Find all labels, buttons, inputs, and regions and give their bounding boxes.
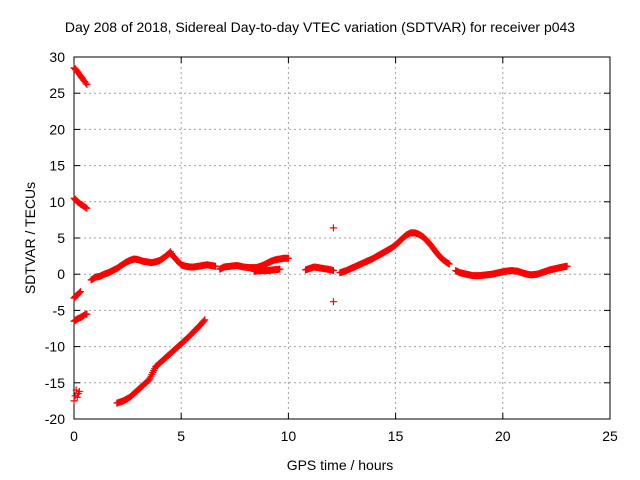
data-point xyxy=(75,289,83,297)
data-point xyxy=(445,260,453,268)
data-point xyxy=(82,79,90,87)
y-tick-label: -20 xyxy=(45,411,65,427)
data-point xyxy=(70,397,78,405)
y-tick-label: 5 xyxy=(57,230,65,246)
data-point xyxy=(76,288,84,296)
data-point xyxy=(276,265,284,273)
data-point xyxy=(72,386,80,394)
data-point xyxy=(83,204,91,212)
y-tick-label: -10 xyxy=(45,339,65,355)
data-point xyxy=(329,267,337,275)
y-tick-label: 20 xyxy=(49,121,65,137)
data-point xyxy=(73,393,81,401)
x-tick-label: 25 xyxy=(602,428,618,444)
data-point xyxy=(82,204,90,212)
data-points xyxy=(70,64,571,407)
x-tick-label: 5 xyxy=(177,428,185,444)
y-axis-label: SDTVAR / TECUs xyxy=(22,181,38,295)
x-axis-label: GPS time / hours xyxy=(286,457,394,473)
data-point xyxy=(329,224,337,232)
data-point xyxy=(212,262,220,270)
x-tick-label: 10 xyxy=(281,428,297,444)
data-point xyxy=(329,298,337,306)
data-point xyxy=(83,310,91,318)
data-point xyxy=(75,387,83,395)
y-tick-label: 0 xyxy=(57,266,65,282)
y-tick-label: 15 xyxy=(49,158,65,174)
axis-ticks: 0 5 10 15 20 25 -20 -15 -10 -5 0 5 10 15 20 25 30 xyxy=(45,49,618,444)
y-tick-label: -5 xyxy=(53,302,66,318)
x-tick-label: 20 xyxy=(495,428,511,444)
chart-title: Day 208 of 2018, Sidereal Day-to-day VTE… xyxy=(64,19,576,35)
data-point xyxy=(563,262,571,270)
data-point xyxy=(83,81,91,89)
y-tick-label: 10 xyxy=(49,194,65,210)
data-point xyxy=(284,254,292,262)
x-tick-label: 15 xyxy=(388,428,404,444)
data-point xyxy=(201,316,209,324)
x-tick-label: 0 xyxy=(70,428,78,444)
data-point xyxy=(200,317,208,325)
y-tick-label: 30 xyxy=(49,49,65,65)
y-tick-label: -15 xyxy=(45,375,65,391)
y-tick-label: 25 xyxy=(49,85,65,101)
